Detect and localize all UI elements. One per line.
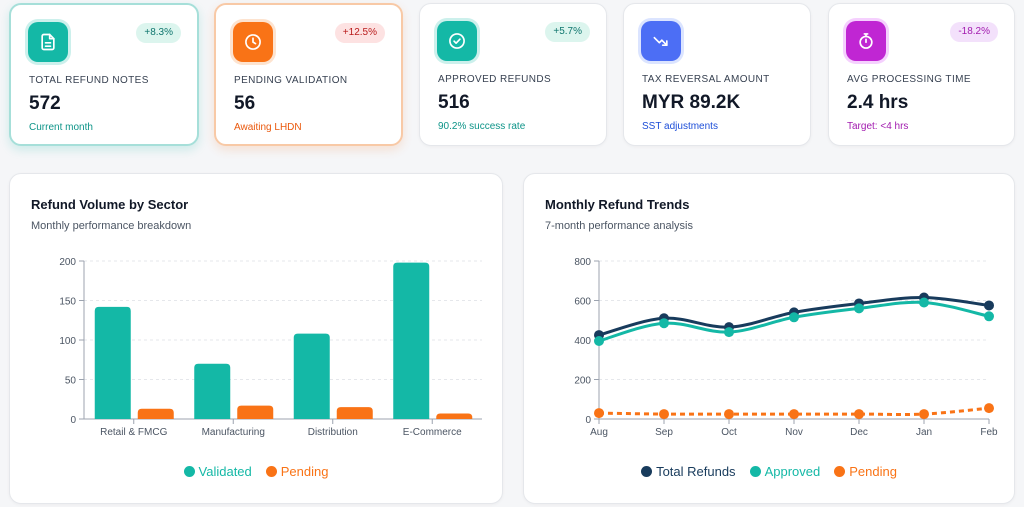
x-tick-label: Aug	[590, 427, 608, 438]
kpi-subtext: SST adjustments	[642, 121, 718, 132]
point-pending	[984, 403, 994, 414]
kpi-subtext: Target: <4 hrs	[847, 121, 909, 132]
legend-item-pending[interactable]: Pending	[265, 464, 329, 479]
kpi-value: 2.4 hrs	[847, 92, 909, 113]
kpi-card-avg-processing-time[interactable]: -18.2% AVG PROCESSING TIME 2.4 hrs Targe…	[828, 3, 1015, 146]
y-tick-label: 600	[574, 297, 591, 308]
panel-title: Monthly Refund Trends	[545, 197, 690, 212]
legend-item-approved[interactable]: Approved	[749, 464, 821, 479]
point-approved	[594, 335, 604, 346]
kpi-label: TOTAL REFUND NOTES	[29, 75, 149, 86]
y-tick-label: 800	[574, 257, 591, 268]
point-pending	[659, 409, 669, 420]
point-total-refunds	[984, 300, 994, 311]
bar-pending	[137, 408, 174, 419]
kpi-subtext: Current month	[29, 122, 93, 133]
point-approved	[919, 297, 929, 308]
change-badge: +8.3%	[136, 23, 181, 43]
kpi-value: 572	[29, 93, 61, 114]
y-tick-label: 50	[65, 376, 77, 387]
legend-swatch	[749, 466, 761, 477]
point-pending	[594, 408, 604, 419]
panel-subtitle: Monthly performance breakdown	[31, 220, 192, 232]
legend-item-pending[interactable]: Pending	[834, 464, 897, 479]
kpi-value: 516	[438, 92, 470, 113]
legend-swatch	[183, 466, 195, 477]
legend-label: Pending	[280, 464, 329, 479]
x-tick-label: Jan	[916, 427, 932, 438]
legend-swatch	[641, 466, 653, 477]
point-pending	[919, 409, 929, 420]
point-pending	[854, 409, 864, 420]
y-tick-label: 200	[574, 376, 591, 387]
kpi-subtext: Awaiting LHDN	[234, 122, 302, 133]
bar-pending	[336, 407, 373, 419]
chart-legend: Total Refunds Approved Pending	[524, 464, 1014, 479]
sector-bar-chart: 0 50 100 150 200 Retail & FMCG Manufacturing Di…	[59, 257, 482, 438]
kpi-value: MYR 89.2K	[642, 92, 741, 113]
panel-subtitle: 7-month performance analysis	[545, 220, 693, 232]
stopwatch-icon	[846, 21, 886, 61]
legend-label: Pending	[849, 464, 897, 479]
legend-swatch	[834, 466, 846, 477]
trending-down-icon	[641, 21, 681, 61]
point-approved	[854, 303, 864, 314]
kpi-card-tax-reversal-amount[interactable]: TAX REVERSAL AMOUNT MYR 89.2K SST adjust…	[623, 3, 811, 146]
clock-icon	[233, 22, 273, 62]
legend-item-total-refunds[interactable]: Total Refunds	[641, 464, 736, 479]
kpi-label: TAX REVERSAL AMOUNT	[642, 74, 770, 85]
kpi-card-total-refund-notes[interactable]: +8.3% TOTAL REFUND NOTES 572 Current mon…	[9, 3, 199, 146]
bar-validated	[94, 306, 131, 419]
kpi-label: PENDING VALIDATION	[234, 75, 348, 86]
bar-validated	[194, 363, 231, 419]
legend-label: Approved	[764, 464, 821, 479]
point-pending	[789, 409, 799, 420]
y-tick-label: 150	[59, 297, 76, 308]
y-tick-label: 0	[585, 415, 591, 426]
check-circle-icon	[437, 21, 477, 61]
x-tick-label: Dec	[850, 427, 868, 438]
change-badge: +12.5%	[334, 23, 385, 43]
kpi-subtext: 90.2% success rate	[438, 121, 526, 132]
x-tick-label: Distribution	[308, 427, 358, 438]
kpi-label: APPROVED REFUNDS	[438, 74, 552, 85]
x-tick-label: E-Commerce	[403, 427, 462, 438]
change-badge: -18.2%	[950, 22, 998, 42]
x-tick-label: Retail & FMCG	[100, 427, 167, 438]
kpi-card-pending-validation[interactable]: +12.5% PENDING VALIDATION 56 Awaiting LH…	[214, 3, 403, 146]
bar-validated	[393, 262, 430, 419]
x-tick-label: Nov	[785, 427, 803, 438]
point-approved	[984, 311, 994, 322]
kpi-value: 56	[234, 93, 256, 114]
x-tick-label: Feb	[980, 427, 998, 438]
point-approved	[789, 312, 799, 323]
legend-label: Validated	[198, 464, 252, 479]
bar-validated	[293, 333, 330, 419]
trend-line-chart: 0 200 400 600 800 Aug Sep Oct Nov Dec Jan Feb	[574, 257, 998, 438]
x-tick-label: Sep	[655, 427, 673, 438]
point-approved	[659, 318, 669, 329]
legend-swatch	[265, 466, 277, 477]
x-tick-label: Oct	[721, 427, 737, 438]
sector-chart-panel: Refund Volume by Sector Monthly performa…	[9, 173, 503, 504]
y-tick-label: 200	[59, 257, 76, 268]
bar-pending	[237, 405, 274, 419]
panel-title: Refund Volume by Sector	[31, 197, 189, 212]
bar-pending	[436, 413, 473, 419]
y-tick-label: 0	[70, 415, 76, 426]
y-tick-label: 400	[574, 336, 591, 347]
x-tick-label: Manufacturing	[202, 427, 265, 438]
chart-legend: Validated Pending	[10, 464, 502, 479]
point-pending	[724, 409, 734, 420]
kpi-label: AVG PROCESSING TIME	[847, 74, 971, 85]
document-icon	[28, 22, 68, 62]
legend-item-validated[interactable]: Validated	[183, 464, 252, 479]
trend-chart-panel: Monthly Refund Trends 7-month performanc…	[523, 173, 1015, 504]
legend-label: Total Refunds	[656, 464, 736, 479]
change-badge: +5.7%	[545, 22, 590, 42]
point-approved	[724, 327, 734, 338]
y-tick-label: 100	[59, 336, 76, 347]
kpi-card-approved-refunds[interactable]: +5.7% APPROVED REFUNDS 516 90.2% success…	[419, 3, 607, 146]
